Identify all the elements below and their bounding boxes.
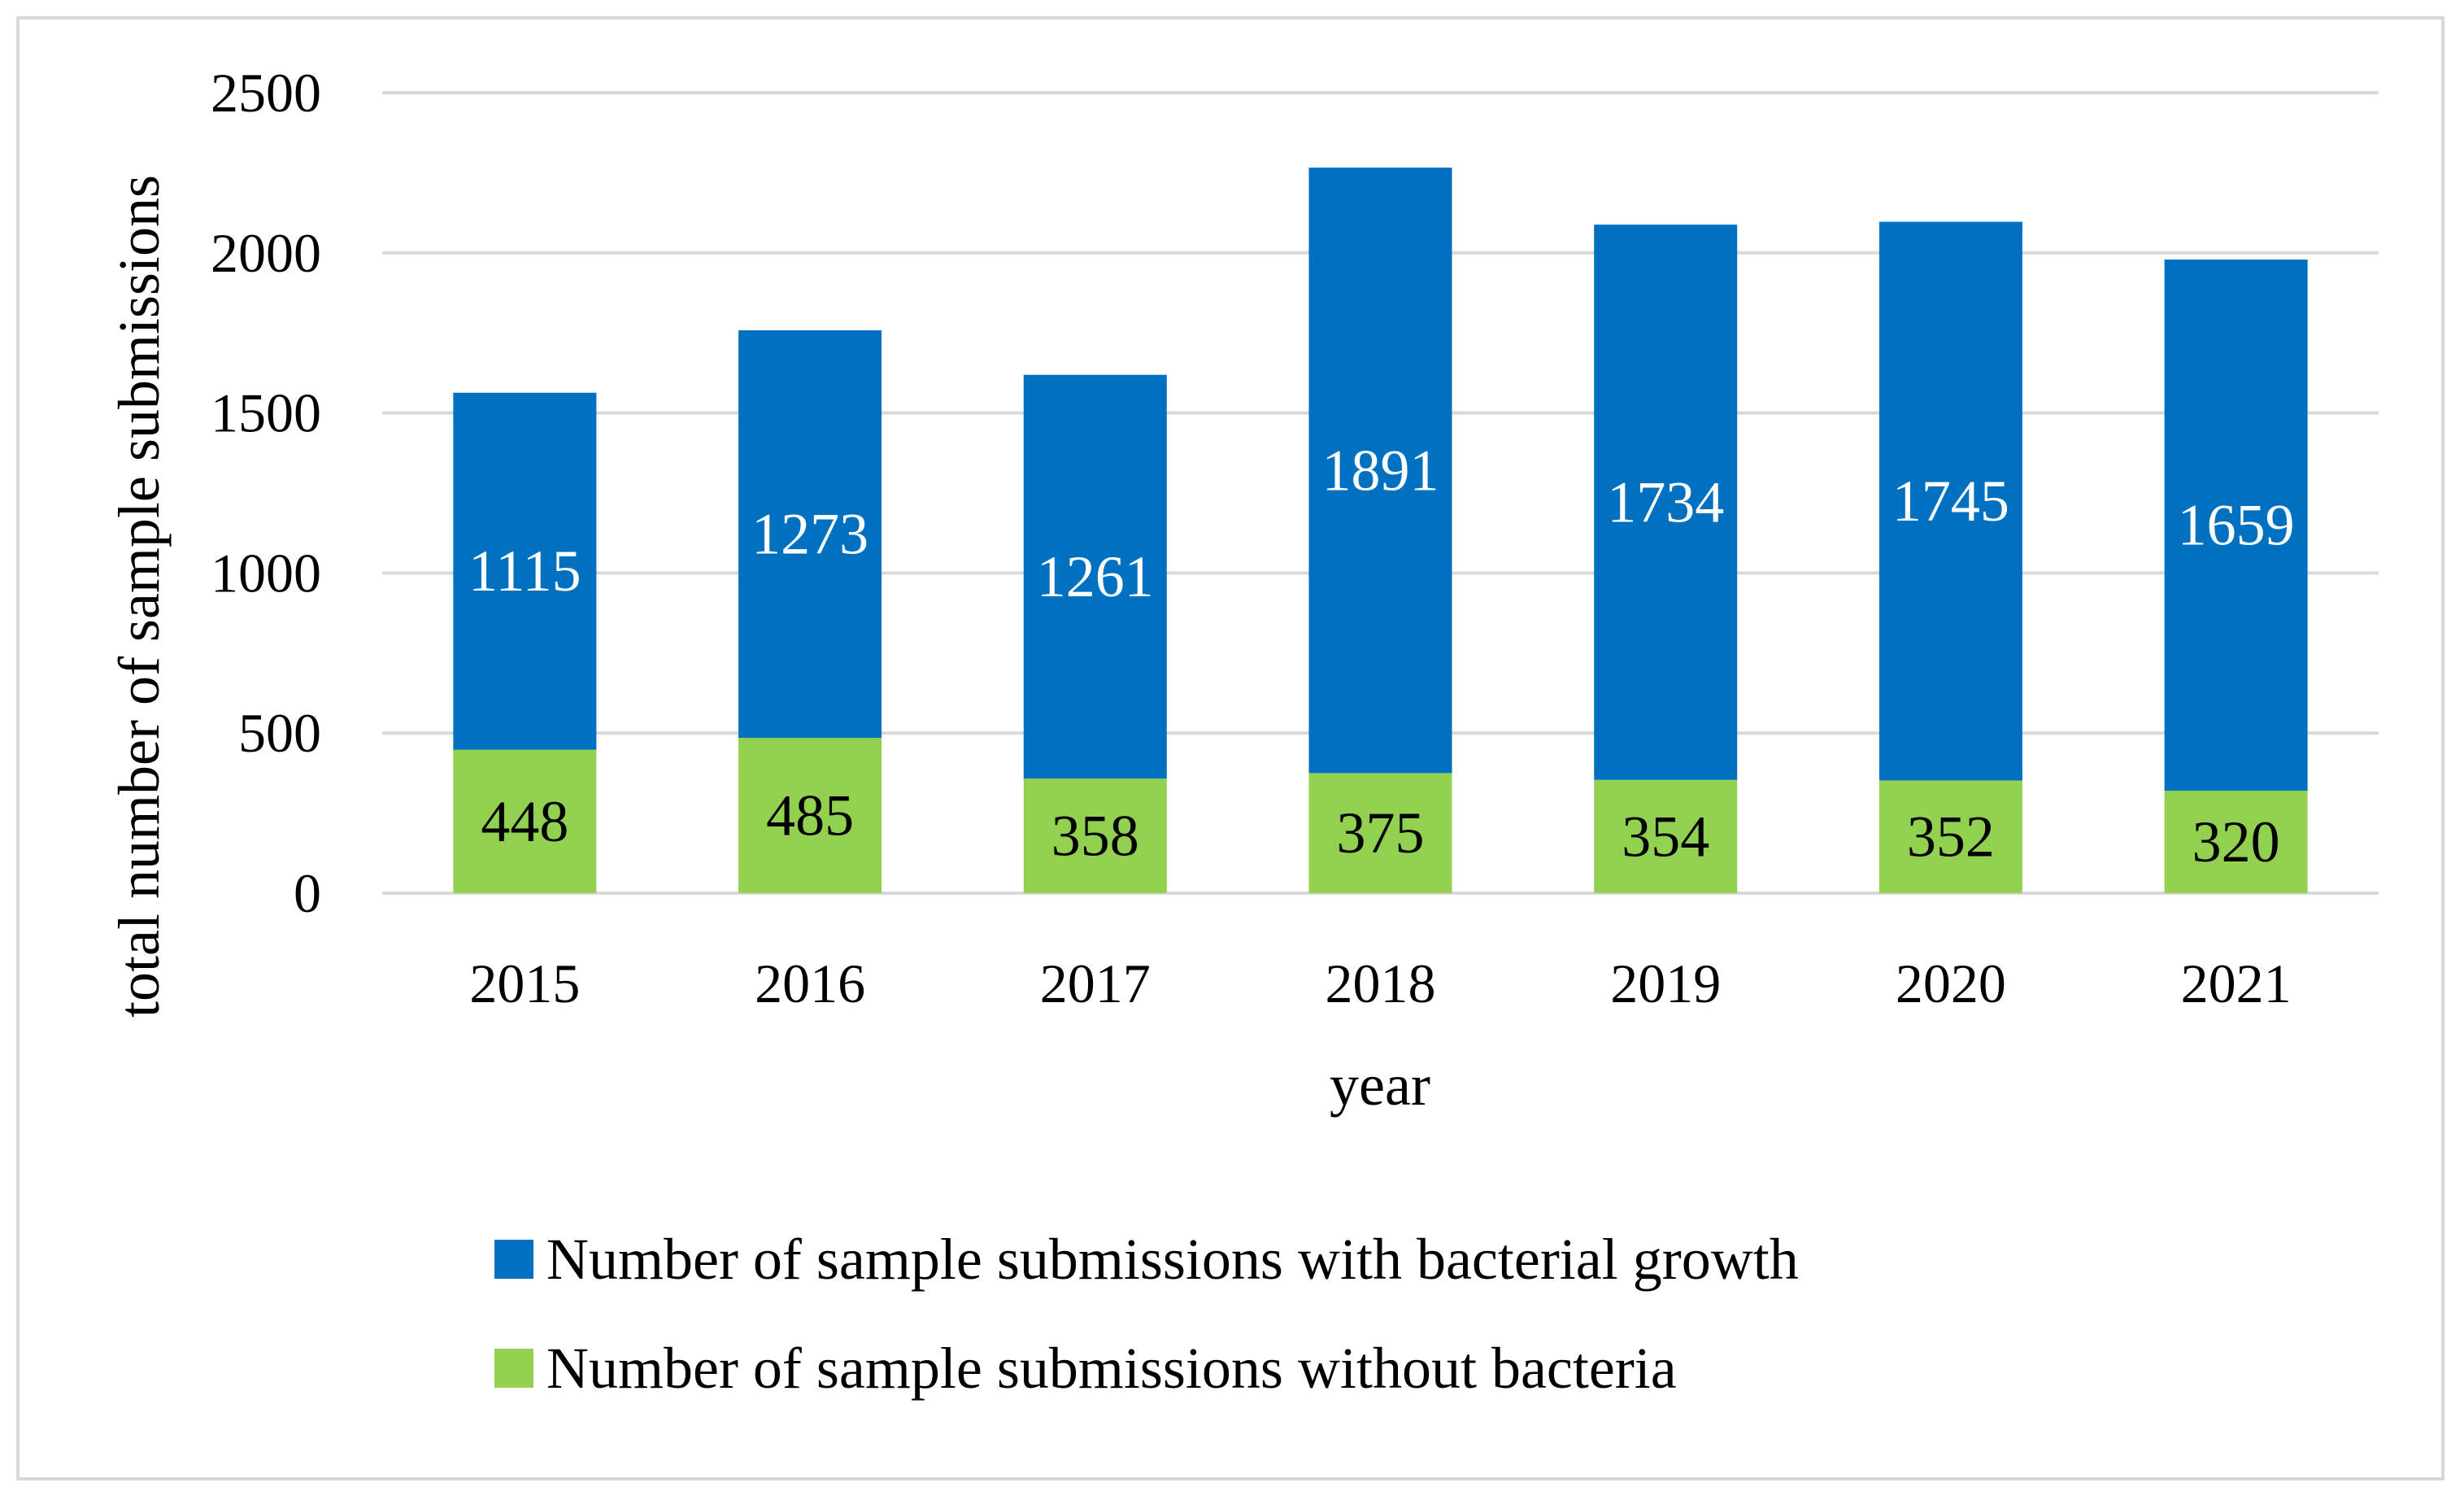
data-label-with-bacterial-growth: 1734 <box>1607 469 1724 534</box>
x-tick-label: 2018 <box>1326 953 1436 1014</box>
bar-without-bacteria <box>1308 773 1452 893</box>
y-tick-label: 1500 <box>211 382 321 444</box>
legend-swatch-with-bacterial-growth <box>494 1240 533 1279</box>
y-tick-label: 500 <box>238 702 321 764</box>
data-label-without-bacteria: 320 <box>2192 809 2280 874</box>
bar-without-bacteria <box>453 749 597 893</box>
y-tick-label: 2000 <box>211 222 321 284</box>
bar-with-bacterial-growth <box>453 392 597 750</box>
x-tick-label: 2019 <box>1610 953 1721 1014</box>
data-label-without-bacteria: 485 <box>766 783 854 848</box>
bar-without-bacteria <box>1023 778 1167 893</box>
bars: 448 1115 485 1273 358 1261 375 1891 354 1734 352 17… <box>453 168 2308 893</box>
bar-without-bacteria <box>1594 779 1738 893</box>
legend-label-with-bacterial-growth: Number of sample submissions with bacter… <box>546 1227 1799 1292</box>
legend-label-without-bacteria: Number of sample submissions without bac… <box>546 1336 1677 1401</box>
legend: Number of sample submissions with bacter… <box>494 1227 1799 1401</box>
bar-with-bacterial-growth <box>1878 221 2022 781</box>
data-label-with-bacterial-growth: 1891 <box>1322 438 1439 503</box>
x-axis-ticks: 2015 2016 2017 2018 2019 2020 2021 <box>469 953 2291 1014</box>
data-label-with-bacterial-growth: 1273 <box>751 502 868 567</box>
bar-with-bacterial-growth <box>1023 374 1167 779</box>
data-label-with-bacterial-growth: 1261 <box>1037 544 1154 609</box>
x-tick-label: 2017 <box>1040 953 1151 1014</box>
bar-with-bacterial-growth <box>2164 259 2308 791</box>
data-label-without-bacteria: 448 <box>481 789 568 854</box>
data-label-without-bacteria: 352 <box>1907 805 1995 870</box>
y-tick-label: 1000 <box>211 542 321 604</box>
data-label-without-bacteria: 375 <box>1337 800 1425 866</box>
x-tick-label: 2021 <box>2181 953 2292 1014</box>
data-label-with-bacterial-growth: 1659 <box>2178 493 2295 558</box>
data-label-without-bacteria: 358 <box>1051 804 1139 869</box>
y-axis-title: total number of sample submissions <box>107 175 172 1018</box>
legend-swatch-without-bacteria <box>494 1349 533 1388</box>
x-tick-label: 2016 <box>755 953 865 1014</box>
data-label-with-bacterial-growth: 1745 <box>1892 469 2009 534</box>
data-label-with-bacterial-growth: 1115 <box>468 539 581 604</box>
x-axis-title: year <box>1330 1053 1430 1118</box>
bar-with-bacterial-growth <box>1308 168 1452 774</box>
bar-with-bacterial-growth <box>738 330 882 739</box>
x-tick-label: 2015 <box>469 953 580 1014</box>
y-tick-label: 2500 <box>211 62 321 124</box>
chart-frame <box>16 16 2444 1480</box>
x-tick-label: 2020 <box>1896 953 2006 1014</box>
bar-without-bacteria <box>738 738 882 893</box>
y-axis-ticks: 0 500 1000 1500 2000 2500 <box>211 62 321 924</box>
bar-with-bacterial-growth <box>1594 225 1738 780</box>
bar-without-bacteria <box>1878 780 2022 893</box>
bar-without-bacteria <box>2164 791 2308 893</box>
data-label-without-bacteria: 354 <box>1622 804 1709 869</box>
y-tick-label: 0 <box>294 862 321 924</box>
